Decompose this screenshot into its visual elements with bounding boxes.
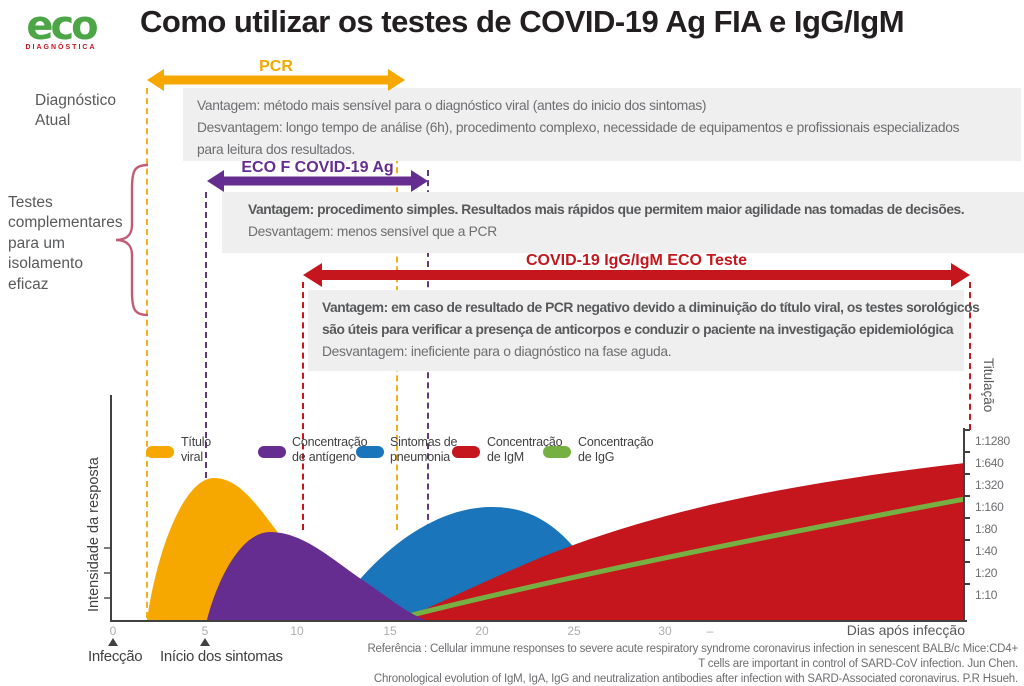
right-axis-tick [963,451,970,453]
right-axis-line [963,428,965,620]
pcr-arrow-left-head [147,69,164,91]
legend-swatch-pneumonia [356,446,384,458]
legend-label-igm: Concentração de IgM [487,435,563,464]
titer-tick-label: 1:1280 [975,434,1010,448]
reference-line-1: Referência : Cellular immune responses t… [367,643,1018,655]
right-axis-tick [963,495,970,497]
igm-area [402,463,965,620]
infection-event-label: Infecção [88,648,143,665]
page-title: Como utilizar os testes de COVID-19 Ag F… [140,4,905,39]
ag-disadvantage-text: Desvantagem: menos sensível que a PCR [248,224,497,239]
legend-swatch-antigeno [258,446,286,458]
x-tick-label: 0 [109,624,117,638]
pcr-disadvantage-text-2: para leitura dos resultados. [197,142,356,157]
x-tick-label: 25 [567,624,581,638]
igg-igm-advantage-text: Vantagem: em caso de resultado de PCR ne… [322,300,980,315]
x-tick-label: – [706,624,714,638]
x-tick-label: 10 [290,624,304,638]
right-axis-tick [963,539,970,541]
legend-swatch-titulo-viral [146,446,174,458]
titer-tick-label: 1:80 [975,522,998,536]
igg-igm-window-start-dashed-line [302,282,304,530]
ag-window-start-dashed-line [205,192,207,618]
ag-arrow-bar [221,176,414,186]
symptom-onset-event-label: Início dos sintomas [160,648,283,665]
igg-igm-arrow-right-head [951,263,970,287]
ag-arrow-left-head [207,170,224,192]
legend-swatch-igg [543,446,571,458]
y-axis-right-label: Titulação [981,358,996,413]
igg-igm-disadvantage-text: Desvantagem: ineficiente para o diagnóst… [322,344,672,359]
infection-up-arrow-icon [108,638,118,646]
titer-tick-label: 1:10 [975,588,998,602]
eco-logo: eco DIAGNÓSTICA [16,6,106,51]
ag-arrow-label: ECO F COVID-19 Ag [241,159,394,176]
pcr-info-box: Vantagem: método mais sensível para o di… [183,88,1021,161]
x-tick-label: 5 [201,624,209,638]
igg-igm-arrow-label: COVID-19 IgG/IgM ECO Teste [525,252,748,269]
x-axis-label: Dias após infecção [846,622,965,638]
reference-line-3: Chronological evolution of IgM, IgA, IgG… [373,673,1018,685]
titer-tick-label: 1:320 [975,478,1004,492]
titer-tick-label: 1:640 [975,456,1004,470]
reference-block: Referência : Cellular immune responses t… [318,642,1018,686]
reference-line-2: T cells are important in control of SARD… [698,658,1018,670]
igg-igm-range-arrow-icon [303,263,970,287]
legend-label-pneumonia: Sintomas de pneumonia [390,435,458,464]
plot-axes-frame [110,395,967,622]
y-axis-left-label: Intensidade da resposta [86,457,102,612]
label-diagnostico-atual: Diagnóstico Atual [35,92,116,130]
eco-logo-tagline: DIAGNÓSTICA [25,44,97,51]
x-tick-label: 20 [475,624,489,638]
pcr-window-start-dashed-line [146,88,148,618]
legend-swatch-igm [452,446,480,458]
igg-igm-arrow-bar [319,270,954,280]
igg-igm-info-box: Vantagem: em caso de resultado de PCR ne… [308,290,980,371]
x-tick-label: 15 [383,624,397,638]
ag-info-box: Vantagem: procedimento simples. Resultad… [222,192,1024,253]
antigeno-area [207,532,426,620]
legend-label-igg: Concentração de IgG [578,435,654,464]
brace-icon [115,163,149,317]
right-axis-tick [963,429,970,431]
igg-igm-window-end-dashed-line [969,282,971,430]
left-axis-tick [104,597,110,599]
pcr-disadvantage-text: Desvantagem: longo tempo de análise (6h)… [197,120,960,135]
brace-path [115,163,149,317]
igg-igm-arrow-left-head [303,263,322,287]
label-testes-complementares: Testes complementares para um isolamento… [8,194,123,293]
pcr-arrow-right-head [388,69,405,91]
titer-tick-label: 1:160 [975,500,1004,514]
ag-advantage-text: Vantagem: procedimento simples. Resultad… [248,202,965,217]
curves-chart [147,463,965,620]
titer-tick-label: 1:20 [975,566,998,580]
right-axis-tick [963,583,970,585]
igg-line [411,496,965,618]
legend-label-antigeno: Concentração de antígeno [292,435,368,464]
legend-label-titulo-viral: Título viral [181,435,212,464]
right-axis-tick [963,561,970,563]
left-axis-tick [104,572,110,574]
pcr-range-arrow-icon [147,69,405,91]
titer-tick-label: 1:40 [975,544,998,558]
left-axis-tick [104,547,110,549]
x-tick-label: 30 [658,624,672,638]
right-axis-tick [963,473,970,475]
pcr-advantage-text: Vantagem: método mais sensível para o di… [197,98,707,113]
pcr-arrow-bar [161,75,391,85]
right-axis-tick [963,517,970,519]
ag-range-arrow-icon [207,170,428,192]
symptom-onset-up-arrow-icon [200,638,210,646]
eco-logo-wordmark: eco [26,3,98,49]
ag-arrow-right-head [411,170,428,192]
igg-igm-advantage-text-2: são úteis para verificar a presença de a… [322,322,954,337]
pcr-arrow-label: PCR [259,58,293,75]
